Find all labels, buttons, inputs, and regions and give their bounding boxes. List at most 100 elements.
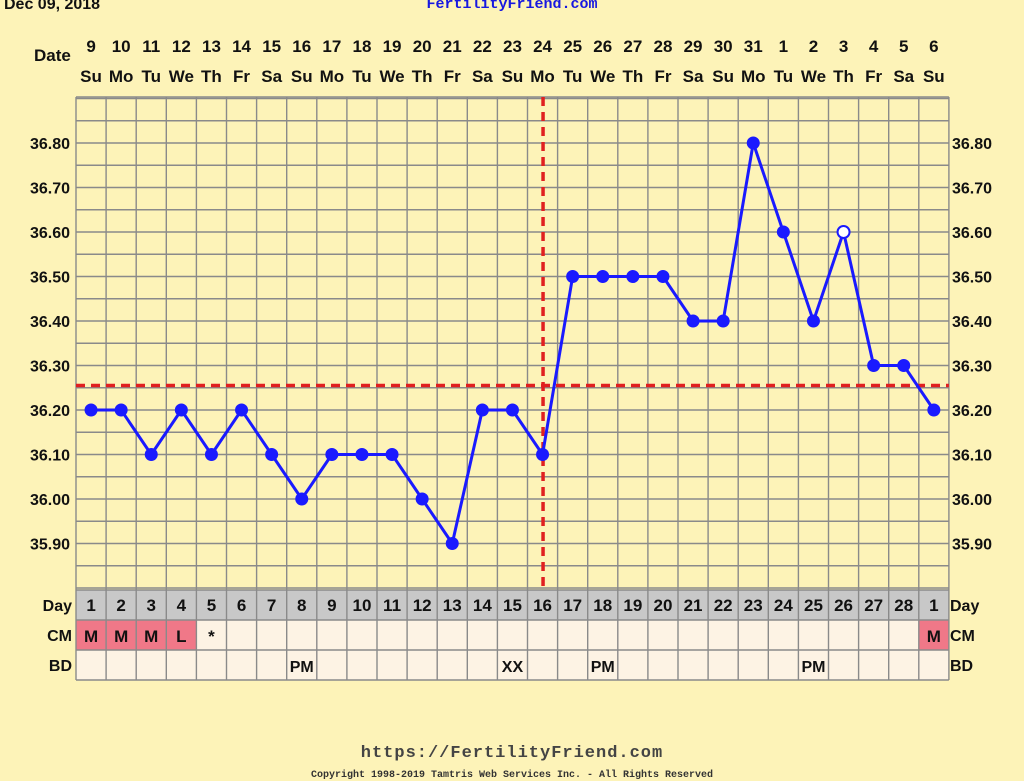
temperature-point[interactable]: [656, 270, 670, 283]
date-tick: 4: [869, 37, 879, 56]
temperature-point[interactable]: [776, 225, 790, 239]
cycle-day: 24: [774, 596, 793, 615]
date-tick: 16: [292, 37, 311, 56]
cycle-day: 5: [207, 596, 216, 615]
temperature-point[interactable]: [626, 270, 640, 283]
temperature-point[interactable]: [897, 359, 911, 372]
date-row-label: Date: [34, 46, 71, 65]
y-tick-left: 36.40: [30, 314, 70, 331]
temperature-point[interactable]: [355, 448, 369, 461]
temperature-point[interactable]: [144, 448, 158, 461]
date-tick: 30: [714, 37, 733, 56]
temperature-point[interactable]: [295, 492, 309, 506]
footer-url[interactable]: https://FertilityFriend.com: [360, 744, 664, 763]
date-tick: 17: [322, 37, 341, 56]
weekday-tick: Mo: [109, 67, 134, 86]
date-tick: 15: [262, 37, 281, 56]
temperature-point[interactable]: [385, 448, 399, 461]
date-tick: 14: [232, 37, 251, 56]
weekday-tick: Su: [80, 67, 102, 86]
weekday-tick: Mo: [530, 67, 555, 86]
site-name[interactable]: FertilityFriend.com: [426, 0, 598, 13]
cm-highlight-cell: [76, 620, 107, 650]
cycle-day: 10: [352, 596, 371, 615]
cm-entry: M: [114, 627, 128, 646]
weekday-tick: Sa: [893, 67, 914, 86]
cycle-day: 26: [834, 596, 853, 615]
cm-highlight-cell: [106, 620, 137, 650]
temperature-point[interactable]: [475, 403, 489, 417]
temperature-point[interactable]: [174, 403, 188, 417]
weekday-tick: Su: [502, 67, 524, 86]
temperature-point[interactable]: [927, 403, 941, 417]
temperature-point[interactable]: [867, 359, 881, 372]
temperature-point[interactable]: [686, 314, 700, 328]
y-tick-right: 36.80: [952, 136, 992, 153]
temperature-point[interactable]: [806, 314, 820, 328]
date-tick: 21: [443, 37, 462, 56]
temperature-point[interactable]: [566, 270, 580, 283]
weekday-tick: We: [379, 67, 404, 86]
weekday-tick: Su: [712, 67, 734, 86]
cycle-day: 13: [443, 596, 462, 615]
weekday-tick: Tu: [352, 67, 372, 86]
temperature-point[interactable]: [415, 492, 429, 506]
bd-entry: PM: [290, 659, 314, 676]
temperature-point[interactable]: [596, 270, 610, 283]
y-tick-left: 36.30: [30, 359, 70, 376]
cycle-day: 1: [929, 596, 938, 615]
weekday-tick: Su: [923, 67, 945, 86]
date-tick: 26: [593, 37, 612, 56]
date-tick: 3: [839, 37, 848, 56]
y-tick-right: 35.90: [952, 537, 992, 554]
date-tick: 2: [809, 37, 818, 56]
cm-highlight-cell: [918, 620, 949, 650]
y-tick-left: 36.80: [30, 136, 70, 153]
date-tick: 23: [503, 37, 522, 56]
temperature-point[interactable]: [716, 314, 730, 328]
temperature-point[interactable]: [84, 403, 98, 417]
y-tick-left: 36.10: [30, 448, 70, 465]
cm-entry: *: [208, 627, 215, 646]
temperature-point[interactable]: [505, 403, 519, 417]
weekday-tick: Th: [201, 67, 222, 86]
temperature-point[interactable]: [204, 448, 218, 461]
temperature-point[interactable]: [235, 403, 249, 417]
cycle-day: 22: [714, 596, 733, 615]
cycle-day: 17: [563, 596, 582, 615]
temperature-point[interactable]: [265, 448, 279, 461]
cycle-day: 25: [804, 596, 823, 615]
date-tick: 22: [473, 37, 492, 56]
y-tick-left: 36.00: [30, 492, 70, 509]
y-tick-right: 36.50: [952, 270, 992, 287]
y-tick-right: 36.60: [952, 225, 992, 242]
temperature-point[interactable]: [746, 136, 760, 150]
date-tick: 28: [653, 37, 672, 56]
weekday-tick: We: [801, 67, 826, 86]
date-tick: 5: [899, 37, 908, 56]
cycle-day: 1: [86, 596, 95, 615]
cycle-day: 27: [864, 596, 883, 615]
cycle-day: 12: [413, 596, 432, 615]
temperature-point-open[interactable]: [836, 225, 851, 239]
temperature-point[interactable]: [445, 537, 459, 550]
weekday-tick: Sa: [683, 67, 704, 86]
cycle-day: 11: [383, 596, 401, 615]
date-tick: 20: [413, 37, 432, 56]
cycle-day: 28: [894, 596, 913, 615]
date-tick: 25: [563, 37, 582, 56]
bd-entry: PM: [801, 659, 825, 676]
date-tick: 29: [684, 37, 703, 56]
weekday-tick: We: [169, 67, 194, 86]
cycle-day: 16: [533, 596, 552, 615]
footer-copyright: Copyright 1998-2019 Tamtris Web Services…: [310, 770, 714, 781]
temperature-point[interactable]: [536, 448, 550, 461]
temperature-point[interactable]: [114, 403, 128, 417]
y-tick-left: 36.60: [30, 225, 70, 242]
cycle-day: 14: [473, 596, 492, 615]
cm-entry: M: [144, 627, 158, 646]
bd-entry: XX: [502, 659, 524, 676]
cm-entry: L: [176, 627, 186, 646]
temperature-point[interactable]: [325, 448, 339, 461]
